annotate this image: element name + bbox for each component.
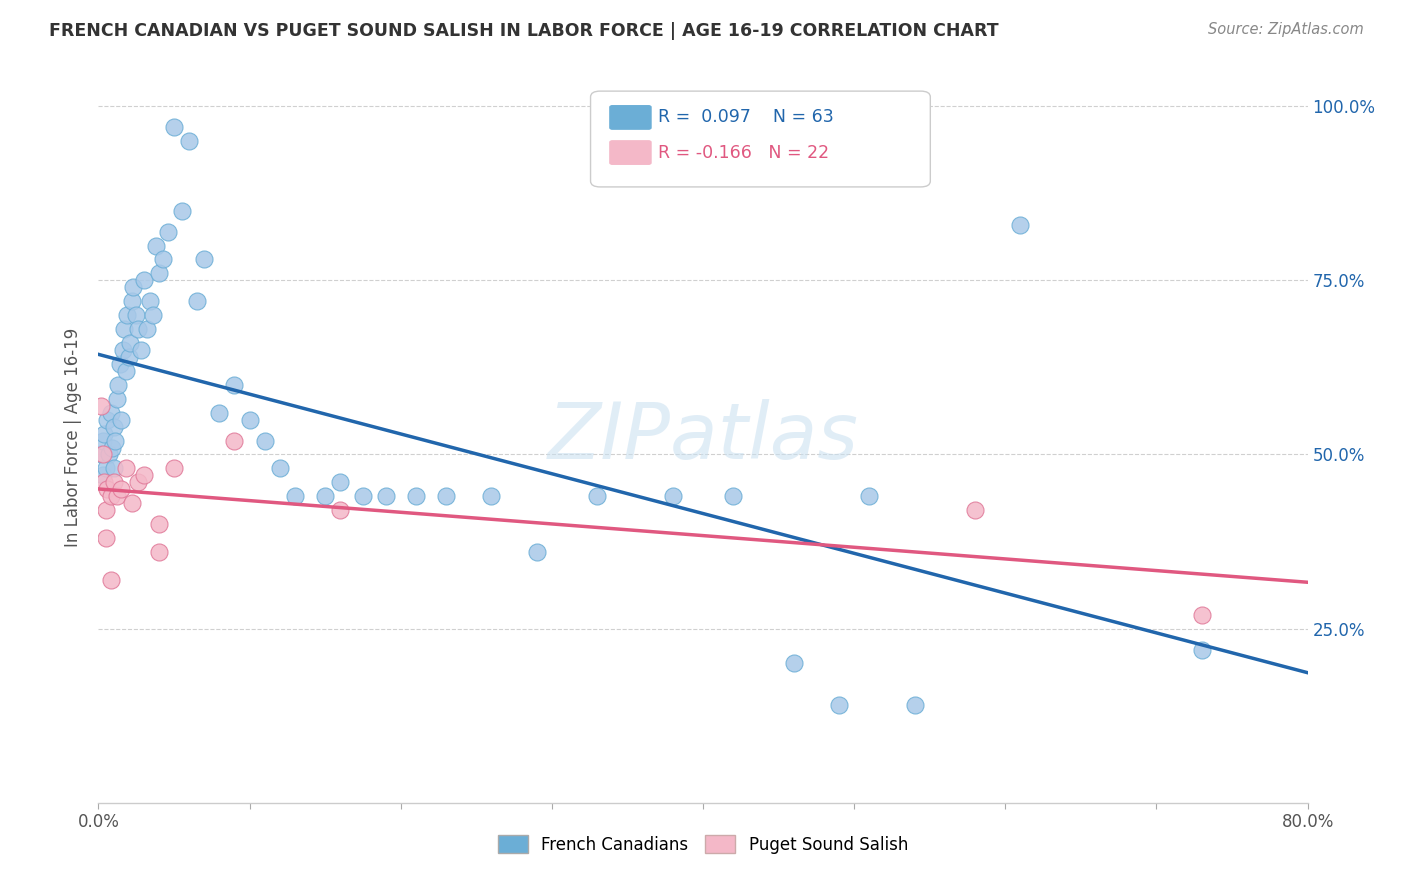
- Point: [111, 343, 134, 357]
- Point: [110, 483, 132, 497]
- Y-axis label: In Labor Force | Age 16-19: In Labor Force | Age 16-19: [65, 327, 83, 547]
- Point: [783, 657, 806, 671]
- Point: [105, 489, 128, 503]
- Point: [145, 238, 167, 252]
- Point: [434, 489, 457, 503]
- Point: [224, 434, 246, 448]
- Text: ZIPatlas: ZIPatlas: [547, 399, 859, 475]
- Point: [103, 419, 125, 434]
- Point: [132, 468, 155, 483]
- Point: [114, 364, 136, 378]
- Text: R = -0.166   N = 22: R = -0.166 N = 22: [658, 144, 830, 161]
- Point: [107, 377, 129, 392]
- Point: [100, 489, 122, 503]
- Point: [108, 357, 131, 371]
- Point: [93, 426, 115, 441]
- Point: [723, 489, 745, 503]
- Point: [103, 475, 125, 490]
- Point: [91, 448, 114, 462]
- Point: [139, 294, 162, 309]
- Point: [96, 483, 118, 497]
- Text: Source: ZipAtlas.com: Source: ZipAtlas.com: [1208, 22, 1364, 37]
- Point: [132, 273, 155, 287]
- Point: [122, 280, 145, 294]
- Point: [481, 489, 503, 503]
- Point: [148, 266, 170, 280]
- Point: [352, 489, 374, 503]
- Point: [94, 461, 117, 475]
- Point: [329, 475, 352, 490]
- FancyBboxPatch shape: [591, 91, 931, 187]
- Point: [127, 322, 149, 336]
- Point: [208, 406, 231, 420]
- Point: [1010, 218, 1032, 232]
- Point: [965, 503, 987, 517]
- Point: [179, 134, 201, 148]
- Point: [269, 461, 291, 475]
- Point: [105, 392, 128, 406]
- Point: [125, 308, 148, 322]
- Point: [163, 120, 186, 134]
- FancyBboxPatch shape: [610, 106, 651, 129]
- Point: [170, 203, 193, 218]
- Point: [114, 461, 136, 475]
- Point: [284, 489, 307, 503]
- Point: [112, 322, 135, 336]
- Point: [526, 545, 548, 559]
- Point: [586, 489, 609, 503]
- Point: [121, 496, 143, 510]
- Point: [96, 412, 118, 426]
- Point: [1191, 607, 1213, 622]
- Point: [239, 412, 262, 426]
- Point: [115, 308, 138, 322]
- Point: [193, 252, 215, 267]
- Point: [118, 350, 141, 364]
- Point: [100, 406, 122, 420]
- Point: [91, 434, 114, 448]
- Point: [98, 448, 121, 462]
- FancyBboxPatch shape: [610, 141, 651, 164]
- Point: [163, 461, 186, 475]
- Point: [904, 698, 927, 713]
- Point: [90, 399, 112, 413]
- Point: [148, 545, 170, 559]
- Point: [329, 503, 352, 517]
- Point: [156, 225, 179, 239]
- Point: [91, 468, 114, 483]
- Point: [405, 489, 427, 503]
- Point: [127, 475, 149, 490]
- Point: [142, 308, 165, 322]
- Legend: French Canadians, Puget Sound Salish: French Canadians, Puget Sound Salish: [492, 829, 914, 860]
- Point: [121, 294, 143, 309]
- Point: [858, 489, 880, 503]
- Point: [253, 434, 276, 448]
- Point: [135, 322, 157, 336]
- Text: R =  0.097    N = 63: R = 0.097 N = 63: [658, 109, 834, 127]
- Point: [129, 343, 152, 357]
- Point: [93, 475, 115, 490]
- Point: [148, 517, 170, 532]
- Point: [110, 412, 132, 426]
- Point: [100, 573, 122, 587]
- Point: [101, 441, 124, 455]
- Point: [120, 336, 142, 351]
- Point: [1191, 642, 1213, 657]
- Point: [90, 448, 112, 462]
- Point: [103, 461, 125, 475]
- Point: [94, 531, 117, 545]
- Point: [104, 434, 127, 448]
- Text: FRENCH CANADIAN VS PUGET SOUND SALISH IN LABOR FORCE | AGE 16-19 CORRELATION CHA: FRENCH CANADIAN VS PUGET SOUND SALISH IN…: [49, 22, 998, 40]
- Point: [374, 489, 396, 503]
- Point: [94, 503, 117, 517]
- Point: [224, 377, 246, 392]
- Point: [152, 252, 174, 267]
- Point: [828, 698, 851, 713]
- Point: [314, 489, 336, 503]
- Point: [661, 489, 683, 503]
- Point: [186, 294, 208, 309]
